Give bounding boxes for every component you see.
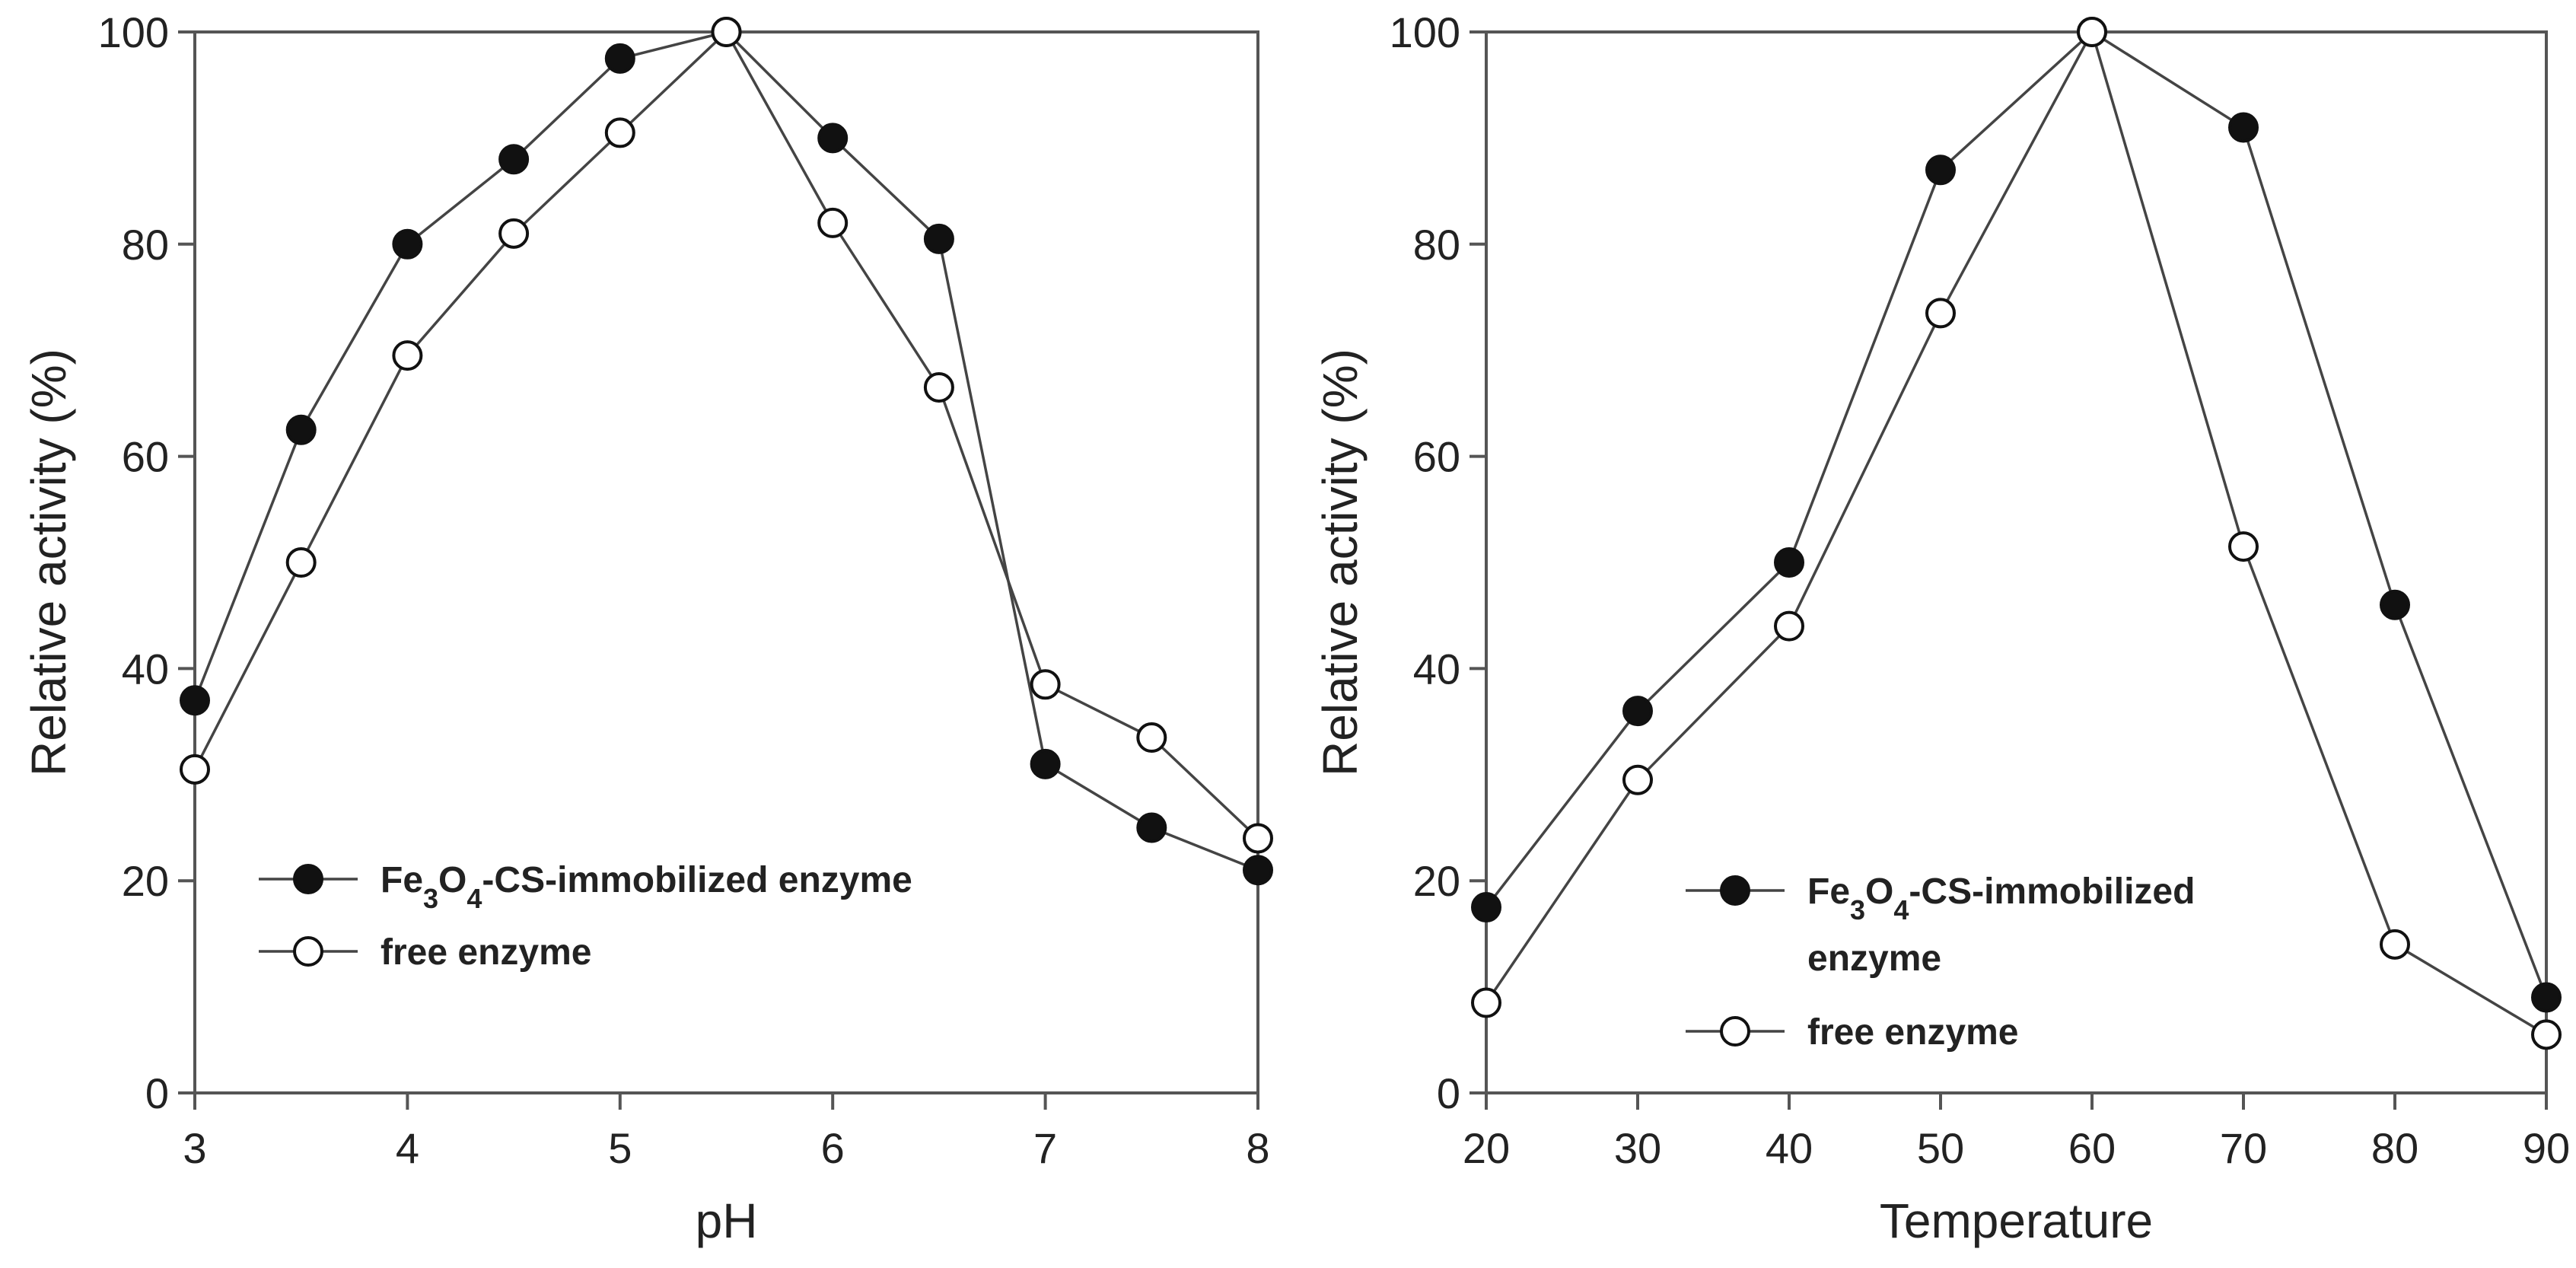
data-point-free xyxy=(285,547,317,578)
series-line-free xyxy=(193,30,1259,839)
x-tick-label: 40 xyxy=(1766,1124,1813,1172)
data-point-free xyxy=(180,753,210,785)
data-point-free xyxy=(1243,823,1273,854)
x-tick-label: 5 xyxy=(608,1124,632,1172)
y-tick-label: 60 xyxy=(122,433,169,481)
y-tick-label: 80 xyxy=(122,221,169,269)
legend-item-immobilized: Fe3O4-CS-immobilized enzyme xyxy=(259,860,912,914)
legend-item-free: free enzyme xyxy=(259,932,591,973)
legend-label: free enzyme xyxy=(381,932,591,973)
y-tick-label: 20 xyxy=(1413,857,1460,905)
series-line-immobilized xyxy=(1485,30,2548,999)
y-tick-label: 100 xyxy=(98,8,169,56)
legend-marker xyxy=(1720,875,1750,906)
data-point-immobilized xyxy=(285,414,317,445)
data-point-free xyxy=(1471,987,1501,1018)
legend-label: Fe3O4-CS-immobilized xyxy=(1807,871,2195,926)
plot-frame xyxy=(193,30,1259,1094)
data-point-free xyxy=(1136,722,1167,753)
x-tick-label: 3 xyxy=(183,1124,206,1172)
data-point-immobilized xyxy=(392,228,423,260)
data-point-free xyxy=(2380,929,2410,960)
legend-item-immobilized: Fe3O4-CS-immobilized enzyme xyxy=(1686,871,2195,979)
data-point-free xyxy=(923,371,954,403)
series-line-free xyxy=(1485,28,2547,1036)
data-point-immobilized xyxy=(1030,748,1061,779)
x-tick-label: 4 xyxy=(396,1124,419,1172)
plot-frame xyxy=(1485,30,2548,1094)
data-point-immobilized xyxy=(1622,696,1653,727)
data-point-immobilized xyxy=(604,43,635,74)
y-axis-title: Relative activity (%) xyxy=(1313,349,1368,776)
y-axis-title: Relative activity (%) xyxy=(21,349,76,776)
data-point-immobilized xyxy=(2531,982,2562,1013)
x-tick-label: 30 xyxy=(1614,1124,1661,1172)
data-point-free xyxy=(1030,669,1061,700)
y-tick-label: 0 xyxy=(1437,1069,1460,1117)
y-tick-label: 60 xyxy=(1413,433,1460,481)
data-point-immobilized xyxy=(923,223,954,254)
panel-1: 0 20 40 60 80 100 3 4 5 6 7 8 pH Relative activity (%… xyxy=(21,8,1273,1248)
data-point-immobilized xyxy=(1471,892,1501,923)
data-point-free xyxy=(1622,764,1653,795)
x-tick-label: 7 xyxy=(1033,1124,1057,1172)
y-tick-label: 100 xyxy=(1390,8,1460,56)
data-point-free xyxy=(604,117,635,148)
data-point-immobilized xyxy=(1774,547,1804,578)
data-point-free xyxy=(2077,17,2107,47)
legend-item-free: free enzyme xyxy=(1686,1012,2018,1053)
data-point-free xyxy=(2228,531,2259,562)
data-point-immobilized xyxy=(1243,855,1273,886)
data-point-immobilized xyxy=(2380,589,2410,620)
data-point-free xyxy=(2531,1019,2562,1050)
x-tick-label: 70 xyxy=(2220,1124,2267,1172)
data-point-immobilized xyxy=(1925,155,1956,186)
x-tick-label: 60 xyxy=(2068,1124,2116,1172)
data-point-free xyxy=(711,17,742,47)
data-point-immobilized xyxy=(180,685,210,716)
data-point-immobilized xyxy=(2228,112,2259,143)
y-tick-label: 80 xyxy=(1413,221,1460,269)
x-axis-title: pH xyxy=(696,1193,758,1248)
x-tick-label: 20 xyxy=(1463,1124,1510,1172)
x-tick-label: 8 xyxy=(1246,1124,1269,1172)
legend-marker xyxy=(293,936,323,967)
data-point-free xyxy=(1774,610,1804,642)
data-point-immobilized xyxy=(1136,812,1167,843)
y-tick-label: 40 xyxy=(122,645,169,693)
x-tick-label: 6 xyxy=(821,1124,845,1172)
legend-label: Fe3O4-CS-immobilized enzyme xyxy=(381,860,912,914)
x-tick-label: 50 xyxy=(1917,1124,1964,1172)
x-tick-label: 90 xyxy=(2523,1124,2570,1172)
series-line-immobilized xyxy=(193,30,1259,871)
data-point-free xyxy=(817,207,849,238)
data-point-free xyxy=(498,218,530,249)
data-point-immobilized xyxy=(498,144,530,175)
legend-label: free enzyme xyxy=(1807,1012,2018,1053)
legend-marker xyxy=(293,864,323,894)
data-point-free xyxy=(1925,298,1956,329)
legend-label-line2: enzyme xyxy=(1807,938,1941,979)
y-tick-label: 40 xyxy=(1413,645,1460,693)
y-tick-label: 20 xyxy=(122,857,169,905)
legend-marker xyxy=(1720,1016,1750,1047)
x-axis-title: Temperature xyxy=(1880,1193,2153,1248)
data-point-immobilized xyxy=(817,123,849,154)
data-point-free xyxy=(392,340,423,371)
y-tick-label: 0 xyxy=(145,1069,169,1117)
x-tick-label: 80 xyxy=(2371,1124,2418,1172)
